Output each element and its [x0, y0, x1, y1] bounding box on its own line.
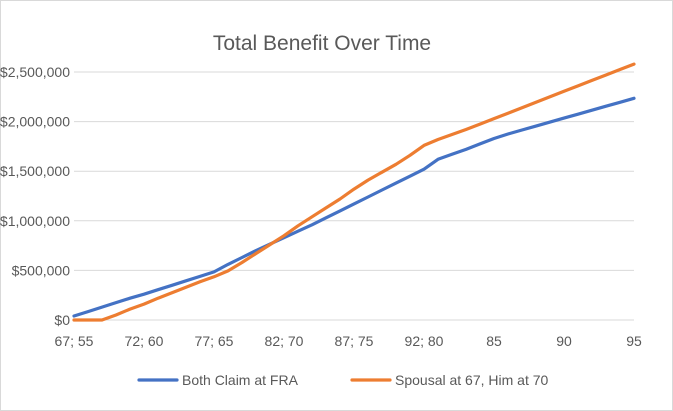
y-tick-label: $2,500,000: [0, 64, 70, 80]
series-line-2: [72, 62, 636, 322]
x-tick-label: 85: [486, 333, 502, 349]
y-tick-label: $1,000,000: [0, 213, 70, 229]
legend-label: Both Claim at FRA: [182, 372, 299, 388]
x-tick-label: 95: [626, 333, 642, 349]
gridlines: [74, 71, 634, 321]
y-tick-label: $0: [54, 312, 70, 328]
x-tick-label: 77; 65: [195, 333, 234, 349]
series-line-1: [72, 96, 636, 318]
y-tick-label: $1,500,000: [0, 163, 70, 179]
chart-title: Total Benefit Over Time: [213, 32, 431, 55]
y-tick-label: $500,000: [12, 262, 71, 278]
x-tick-label: 67; 55: [55, 333, 94, 349]
x-tick-label: 82; 70: [265, 333, 304, 349]
series-lines: [72, 62, 636, 322]
x-axis: 67; 55 72; 60 77; 65 82; 70 87; 75 92; 80 85 90…: [55, 333, 642, 349]
x-tick-label: 92; 80: [405, 333, 444, 349]
x-tick-label: 90: [556, 333, 572, 349]
y-tick-label: $2,000,000: [0, 114, 70, 130]
legend-label: Spousal at 67, Him at 70: [395, 372, 549, 388]
legend: Both Claim at FRA Spousal at 67, Him at 7…: [137, 372, 549, 388]
x-tick-label: 72; 60: [125, 333, 164, 349]
x-tick-label: 87; 75: [335, 333, 374, 349]
y-axis: $0 $500,000 $1,000,000 $1,500,000 $2,000,000…: [0, 64, 70, 328]
